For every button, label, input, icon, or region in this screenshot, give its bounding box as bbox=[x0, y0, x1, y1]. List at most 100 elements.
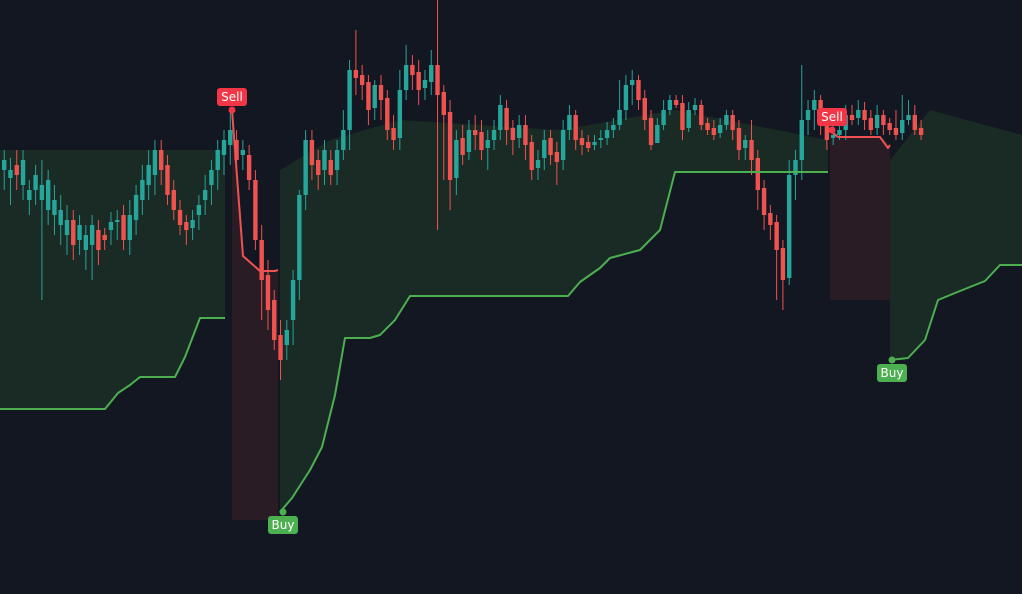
candle-up[interactable] bbox=[140, 165, 145, 215]
candle-up[interactable] bbox=[667, 95, 673, 115]
candle-down[interactable] bbox=[504, 100, 509, 145]
candle-up[interactable] bbox=[152, 140, 158, 195]
candle-down[interactable] bbox=[328, 150, 333, 185]
candle-up[interactable] bbox=[347, 60, 352, 150]
candle-up[interactable] bbox=[743, 135, 748, 160]
candle-up[interactable] bbox=[8, 158, 13, 205]
candle-up[interactable] bbox=[64, 205, 70, 255]
candle-up[interactable] bbox=[793, 150, 798, 200]
candle-up[interactable] bbox=[661, 100, 666, 130]
candle-up[interactable] bbox=[686, 102, 691, 132]
candle-down[interactable] bbox=[699, 100, 704, 130]
candle-down[interactable] bbox=[102, 228, 107, 250]
candle-down[interactable] bbox=[918, 120, 924, 140]
candle-up[interactable] bbox=[115, 210, 120, 240]
candle-up[interactable] bbox=[542, 130, 547, 170]
candle-down[interactable] bbox=[705, 118, 710, 135]
candle-down[interactable] bbox=[278, 320, 283, 380]
candle-down[interactable] bbox=[473, 115, 478, 150]
candle-down[interactable] bbox=[774, 215, 779, 300]
candle-up[interactable] bbox=[623, 75, 629, 120]
candle-up[interactable] bbox=[77, 215, 82, 255]
candle-up[interactable] bbox=[20, 150, 26, 200]
candle-up[interactable] bbox=[805, 100, 811, 135]
candle-up[interactable] bbox=[724, 110, 729, 130]
candle-down[interactable] bbox=[435, 0, 440, 230]
candle-up[interactable] bbox=[83, 225, 89, 270]
candle-down[interactable] bbox=[177, 200, 183, 235]
candle-up[interactable] bbox=[297, 190, 302, 300]
candle-down[interactable] bbox=[780, 240, 786, 310]
candle-up[interactable] bbox=[290, 270, 296, 345]
candle-down[interactable] bbox=[648, 110, 654, 150]
candle-up[interactable] bbox=[39, 160, 45, 300]
candle-down[interactable] bbox=[71, 210, 76, 260]
candle-down[interactable] bbox=[579, 130, 585, 155]
candle-down[interactable] bbox=[359, 65, 365, 100]
candle-up[interactable] bbox=[209, 160, 214, 205]
candle-up[interactable] bbox=[2, 150, 7, 190]
candle-down[interactable] bbox=[849, 105, 855, 125]
candle-down[interactable] bbox=[253, 170, 258, 250]
candle-up[interactable] bbox=[799, 65, 804, 180]
candle-up[interactable] bbox=[45, 170, 51, 225]
candle-up[interactable] bbox=[906, 100, 911, 125]
candle-up[interactable] bbox=[215, 140, 220, 190]
candle-down[interactable] bbox=[272, 290, 277, 350]
candle-up[interactable] bbox=[133, 185, 139, 235]
candle-up[interactable] bbox=[856, 100, 861, 125]
candle-up[interactable] bbox=[567, 105, 572, 140]
candle-up[interactable] bbox=[403, 45, 409, 100]
candle-up[interactable] bbox=[52, 185, 57, 235]
candle-down[interactable] bbox=[761, 180, 767, 230]
candle-down[interactable] bbox=[523, 115, 528, 160]
candle-down[interactable] bbox=[410, 55, 415, 90]
candle-down[interactable] bbox=[711, 120, 717, 140]
candle-down[interactable] bbox=[416, 60, 421, 105]
candle-down[interactable] bbox=[479, 120, 484, 160]
sell-signal-label[interactable]: Sell bbox=[817, 108, 847, 134]
candle-up[interactable] bbox=[655, 118, 660, 143]
candle-down[interactable] bbox=[353, 30, 359, 95]
candle-up[interactable] bbox=[454, 130, 459, 195]
candle-up[interactable] bbox=[604, 122, 610, 145]
candle-down[interactable] bbox=[548, 130, 553, 165]
candle-up[interactable] bbox=[429, 50, 434, 95]
candle-up[interactable] bbox=[341, 110, 346, 160]
candle-down[interactable] bbox=[159, 140, 164, 185]
candle-down[interactable] bbox=[749, 120, 754, 175]
candle-up[interactable] bbox=[196, 195, 202, 230]
candle-up[interactable] bbox=[228, 110, 233, 165]
candle-down[interactable] bbox=[586, 135, 591, 152]
candle-up[interactable] bbox=[202, 175, 208, 215]
candle-up[interactable] bbox=[498, 95, 503, 140]
candle-down[interactable] bbox=[171, 180, 176, 220]
buy-signal-label[interactable]: Buy bbox=[268, 508, 298, 535]
candle-down[interactable] bbox=[893, 110, 899, 140]
candle-down[interactable] bbox=[246, 145, 252, 190]
candle-down[interactable] bbox=[259, 225, 264, 320]
candle-up[interactable] bbox=[397, 70, 403, 150]
candle-down[interactable] bbox=[366, 75, 371, 125]
candle-down[interactable] bbox=[184, 215, 189, 245]
candle-up[interactable] bbox=[630, 70, 635, 105]
candle-down[interactable] bbox=[573, 110, 578, 150]
candle-down[interactable] bbox=[554, 142, 560, 185]
candle-down[interactable] bbox=[96, 220, 101, 265]
candle-up[interactable] bbox=[598, 130, 603, 148]
candle-down[interactable] bbox=[460, 125, 465, 165]
candle-down[interactable] bbox=[316, 150, 321, 190]
candle-up[interactable] bbox=[334, 140, 340, 185]
candle-down[interactable] bbox=[385, 90, 390, 140]
candle-up[interactable] bbox=[812, 90, 817, 130]
candle-down[interactable] bbox=[730, 110, 735, 140]
candle-up[interactable] bbox=[190, 210, 195, 240]
candle-down[interactable] bbox=[768, 205, 773, 240]
candle-down[interactable] bbox=[868, 110, 874, 135]
buy-signal-label[interactable]: Buy bbox=[877, 356, 907, 383]
candle-down[interactable] bbox=[912, 105, 917, 135]
candle-down[interactable] bbox=[391, 115, 396, 150]
candle-up[interactable] bbox=[33, 165, 38, 205]
